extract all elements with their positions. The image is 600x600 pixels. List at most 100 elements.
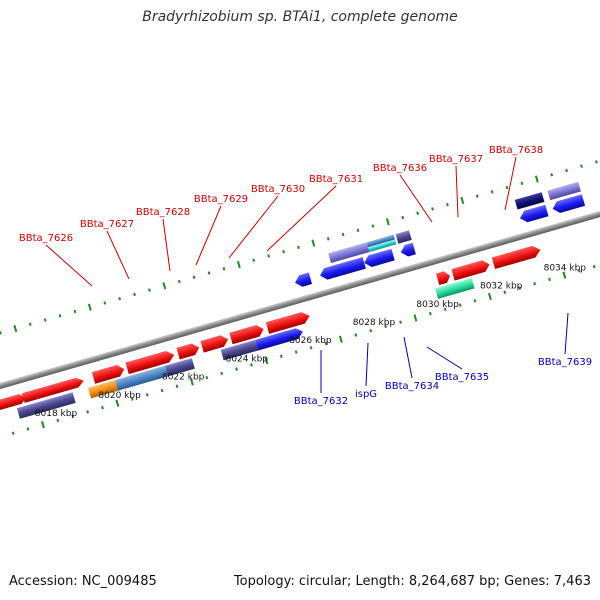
minor-tick [565, 168, 569, 173]
minor-tick [26, 427, 30, 431]
gene-box [164, 358, 195, 377]
reverse-strand-boxes [328, 181, 581, 264]
axis-tick-label: 8028 kbp [353, 318, 396, 328]
gene-arrow [21, 377, 84, 403]
minor-tick [401, 215, 405, 220]
gene-label: BBta_7627 [80, 219, 134, 230]
gene-label: BBta_7631 [309, 174, 363, 185]
leader-line [228, 195, 279, 259]
minor-tick [490, 190, 494, 194]
gene-box [547, 181, 581, 201]
gene-arrow [552, 194, 586, 213]
gene-box [16, 392, 76, 419]
gene-box [114, 365, 168, 391]
minor-tick [86, 410, 89, 414]
leader-line [195, 205, 222, 266]
gene-label: BBta_7628 [136, 207, 190, 218]
gene-label: BBta_7639 [538, 357, 592, 368]
gene-label: BBta_7636 [373, 163, 427, 174]
gene-box [87, 380, 118, 399]
major-tick [13, 324, 18, 333]
major-tick [87, 303, 92, 311]
major-tick [115, 399, 120, 407]
minor-tick [533, 281, 536, 286]
minor-tick [279, 354, 283, 359]
gene-arrow [229, 325, 264, 345]
minor-tick [369, 328, 373, 333]
axis-tick-label: 8034 kbp [544, 263, 587, 273]
minor-tick [473, 299, 477, 303]
minor-tick [446, 202, 449, 207]
gene-label: BBta_7637 [429, 154, 483, 165]
minor-tick [43, 318, 47, 322]
minor-tick [58, 314, 62, 318]
minor-tick [356, 228, 360, 233]
major-tick [534, 175, 539, 183]
forward-strand-boxes [16, 277, 475, 419]
leader-line [455, 165, 459, 218]
tick-marks-bottom [0, 160, 598, 335]
minor-tick [145, 393, 149, 397]
minor-tick [428, 311, 432, 316]
minor-tick [118, 296, 122, 301]
major-tick [562, 271, 567, 279]
gene-labels: BBta_7626BBta_7627BBta_7628BBta_7629BBta… [19, 145, 592, 407]
leader-line [504, 156, 517, 211]
map-title: Bradyrhizobium sp. BTAi1, complete genom… [142, 9, 458, 25]
minor-tick [267, 254, 271, 258]
gene-label: BBta_7638 [489, 145, 543, 156]
gene-label: BBta_7632 [294, 396, 348, 407]
major-tick [162, 282, 167, 290]
leader-line [106, 230, 130, 280]
gene-box [328, 242, 370, 264]
minor-tick [324, 341, 328, 346]
gene-label: BBta_7635 [435, 372, 489, 383]
minor-tick [192, 275, 196, 280]
minor-tick [0, 331, 2, 335]
axis-tick-label: 8032 kbp [480, 282, 523, 292]
leader-line [365, 342, 369, 387]
minor-tick [354, 333, 358, 337]
minor-tick [133, 292, 136, 297]
leader-line [564, 312, 569, 355]
minor-tick [520, 181, 524, 186]
major-tick [413, 314, 418, 322]
major-tick [236, 260, 241, 269]
minor-tick [28, 322, 32, 327]
minor-tick [294, 350, 298, 354]
minor-tick [309, 346, 313, 350]
gene-arrow [451, 260, 490, 281]
minor-tick [384, 324, 387, 329]
leader-line [45, 244, 93, 287]
minor-tick [282, 249, 285, 254]
axis-tick-label: 8026 kbp [289, 336, 332, 346]
minor-tick [73, 309, 77, 314]
gene-box [366, 234, 395, 248]
minor-tick [548, 277, 551, 282]
minor-tick [443, 307, 447, 312]
axis-tick-label: 8018 kbp [35, 409, 78, 419]
gene-arrow [491, 245, 541, 270]
minor-tick [297, 245, 300, 250]
minor-tick [130, 397, 134, 401]
minor-tick [518, 286, 522, 290]
genome-backbone [0, 192, 600, 408]
minor-tick [220, 371, 224, 376]
major-tick [189, 378, 194, 386]
minor-tick [250, 363, 253, 367]
axis-tick-label: 8022 kbp [162, 373, 205, 383]
topology-text: Topology: circular; Length: 8,264,687 bp… [233, 574, 591, 589]
minor-tick [505, 185, 509, 190]
minor-tick [56, 418, 60, 423]
minor-tick [207, 271, 211, 275]
forward-strand-genes [0, 245, 541, 411]
minor-tick [103, 301, 107, 305]
minor-tick [148, 288, 151, 292]
minor-tick [371, 224, 375, 228]
minor-tick [458, 303, 462, 307]
minor-tick [416, 211, 420, 215]
gene-arrow [176, 343, 200, 360]
axis-tick-labels: 8018 kbp 8020 kbp 8022 kbp 8024 kbp 8026 kbp… [35, 263, 586, 419]
leader-line [426, 346, 463, 370]
